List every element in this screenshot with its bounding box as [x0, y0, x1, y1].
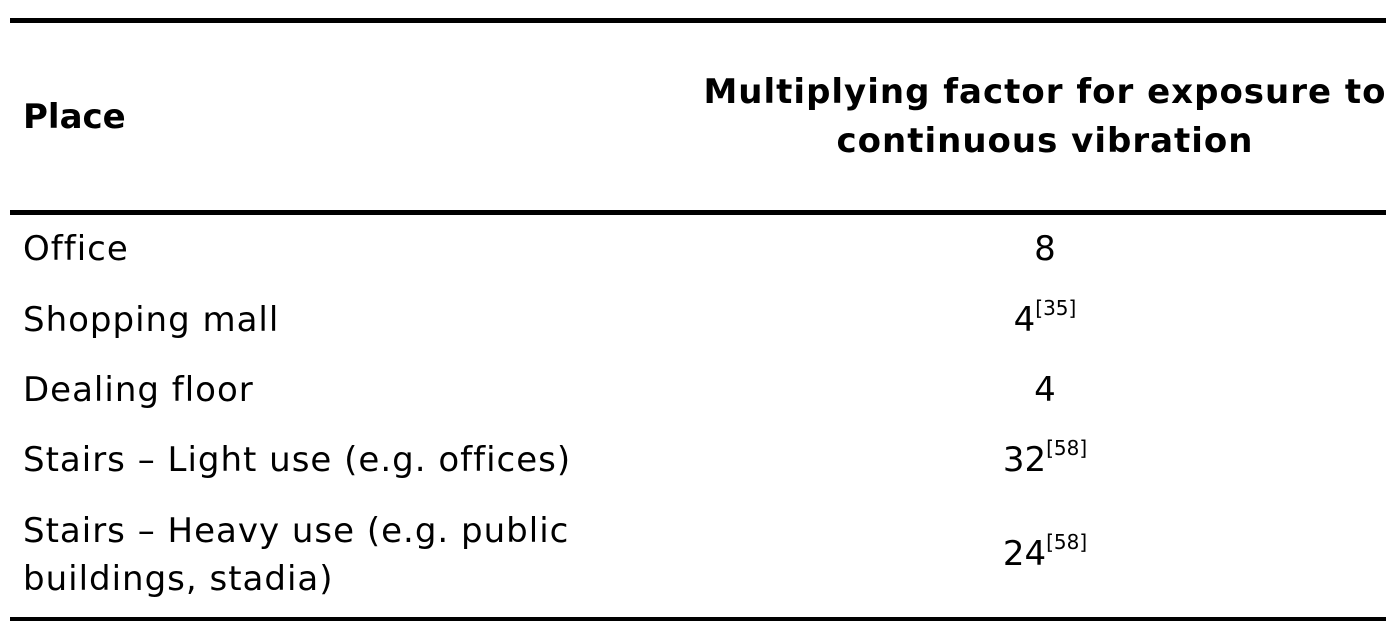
table-row-factor: 8	[700, 225, 1390, 273]
column-header-place: Place	[23, 97, 126, 137]
table-row-factor: 4	[700, 366, 1390, 414]
factor-value: 4	[1013, 300, 1036, 340]
reference-marker: [58]	[1046, 435, 1088, 460]
table-header-rule	[10, 210, 1386, 215]
factor-value: 32	[1002, 440, 1047, 480]
reference-marker: [58]	[1046, 529, 1088, 554]
table-row-place: Stairs – Light use (e.g. offices)	[23, 440, 572, 480]
reference-marker: [35]	[1035, 295, 1077, 320]
table-row-factor: 4[35]	[700, 296, 1390, 344]
table-row-factor: 32[58]	[700, 436, 1390, 484]
factor-value: 24	[1002, 534, 1047, 574]
column-header-factor: Multiplying factor for exposure to conti…	[703, 72, 1387, 161]
table-bottom-rule	[10, 617, 1386, 621]
table-top-rule	[10, 18, 1386, 23]
table-row-factor: 24[58]	[700, 530, 1390, 578]
table-row-place: Office	[23, 229, 129, 269]
table-row-place: Dealing floor	[23, 370, 254, 410]
table-row-place: Shopping mall	[23, 300, 280, 340]
factor-value: 4	[1034, 370, 1056, 410]
factor-value: 8	[1034, 229, 1056, 269]
table-row-place: Stairs – Heavy use (e.g. public building…	[23, 511, 570, 599]
